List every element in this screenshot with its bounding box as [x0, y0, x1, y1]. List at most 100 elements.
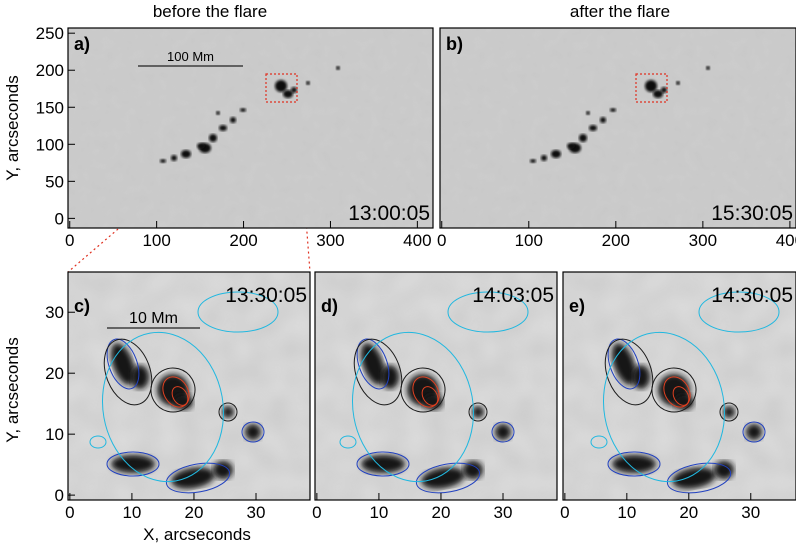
panel: 0 10 20 30 e) 14:30:05	[560, 271, 796, 522]
granulation	[68, 272, 310, 500]
sunspot	[111, 455, 155, 473]
panel-title: after the flare	[570, 2, 670, 21]
contour	[162, 376, 190, 408]
contour	[719, 402, 739, 422]
contour	[663, 376, 691, 408]
sunspot	[676, 81, 680, 85]
sunspot	[541, 155, 547, 161]
y-tick-label: 20	[45, 364, 64, 383]
sunspot	[672, 467, 716, 489]
contour	[165, 462, 231, 494]
contour	[351, 331, 475, 483]
x-tick-label: 10	[617, 503, 636, 522]
y-axis-label: Y, arcseconds	[3, 337, 22, 443]
contour	[607, 451, 661, 477]
sunspot	[245, 424, 261, 440]
panel-frame	[314, 271, 558, 501]
contour	[241, 421, 265, 443]
x-tick-label: 0	[65, 503, 74, 522]
timestamp: 15:30:05	[711, 202, 793, 225]
sunspot	[463, 461, 483, 479]
contour	[742, 421, 766, 443]
solar-image	[563, 272, 796, 500]
timestamp: 13:30:05	[225, 284, 307, 307]
contour	[356, 338, 390, 390]
sunspot	[361, 455, 405, 473]
x-tick-label: 30	[494, 503, 513, 522]
contour	[218, 402, 238, 422]
panel: 0 100 200 300 400 0 50 100 150 200 250 a) 13:00:05 10…	[36, 24, 434, 250]
sunspot	[495, 424, 511, 440]
y-tick-label: 30	[45, 303, 64, 322]
x-tick-label: 20	[432, 503, 451, 522]
contour	[421, 386, 439, 406]
x-tick-label: 20	[679, 503, 698, 522]
sunspot	[612, 455, 656, 473]
contour	[400, 367, 446, 413]
contour	[89, 435, 107, 449]
panel-label: b)	[446, 34, 463, 54]
x-tick-label: 0	[312, 503, 321, 522]
timestamp: 14:03:05	[472, 284, 554, 307]
timestamp: 13:00:05	[348, 202, 430, 225]
panel-label: a)	[74, 34, 90, 54]
y-tick-label: 0	[55, 209, 64, 228]
sunspot	[567, 143, 575, 149]
sunspot	[472, 406, 484, 418]
panel-frame	[67, 27, 434, 229]
x-tick-label: 20	[185, 503, 204, 522]
sunspot	[222, 406, 234, 418]
contour	[607, 338, 641, 390]
granulation	[440, 28, 796, 228]
zoom-box	[635, 73, 668, 103]
sunspot	[610, 108, 616, 112]
panel-label: c)	[74, 296, 90, 316]
contour	[468, 402, 488, 422]
sunspot	[291, 87, 297, 93]
x-tick-label: 0	[560, 503, 569, 522]
solar-image	[440, 28, 796, 228]
contour	[103, 338, 153, 406]
contour	[106, 338, 140, 390]
x-tick-label: 10	[122, 503, 141, 522]
contour	[672, 386, 690, 406]
scale-bar-label: 10 Mm	[129, 310, 178, 327]
sunspot	[197, 143, 205, 149]
sunspot	[216, 111, 220, 115]
sunspot	[336, 66, 340, 70]
sunspot	[219, 125, 227, 131]
contour	[106, 451, 160, 477]
contour	[590, 435, 608, 449]
panel-label: e)	[569, 296, 585, 316]
panel: 0 100 200 300 400 b) 15:30:05	[437, 27, 796, 250]
panel-frame	[439, 27, 796, 229]
contour	[356, 451, 410, 477]
solar-image	[315, 272, 557, 500]
contour	[666, 462, 732, 494]
panel: 0 10 20 30 d) 14:03:05	[312, 271, 558, 522]
sunspot	[275, 80, 287, 92]
sunspot	[723, 406, 735, 418]
sunspot	[632, 365, 650, 389]
contour	[101, 331, 225, 483]
sunspot	[209, 134, 217, 142]
x-axis-label: X, arcseconds	[143, 525, 251, 544]
sunspot	[306, 81, 310, 85]
sunspot	[381, 365, 399, 389]
x-tick-label: 30	[741, 503, 760, 522]
sunspot	[283, 90, 293, 98]
x-tick-label: 200	[602, 231, 630, 250]
x-tick-label: 400	[403, 231, 431, 250]
sunspot	[421, 467, 465, 489]
contour	[150, 367, 196, 413]
x-tick-label: 0	[437, 231, 446, 250]
timestamp: 14:30:05	[711, 284, 793, 307]
sunspot	[230, 117, 236, 123]
solar-image	[68, 272, 310, 500]
sunspot	[661, 87, 667, 93]
contour	[353, 338, 403, 406]
panel-label: d)	[321, 296, 338, 316]
sunspot	[586, 111, 590, 115]
sunspot	[706, 66, 710, 70]
x-tick-label: 300	[316, 231, 344, 250]
